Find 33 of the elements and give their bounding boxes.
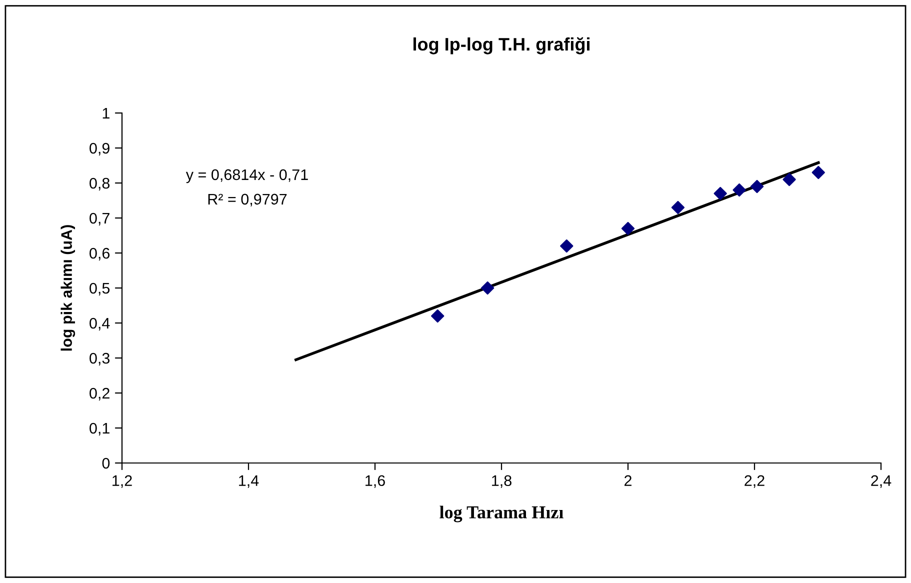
point: [431, 309, 444, 323]
x-tick-label: 2: [624, 475, 632, 486]
point: [621, 222, 635, 236]
annotation: R² = 0,9797: [208, 194, 287, 206]
y-tick-label: 0,9: [90, 142, 110, 156]
x-axis-title: log Tarama Hızı: [440, 506, 564, 522]
x-tick-label: 2,4: [871, 475, 892, 488]
chart-title: log Ip-log T.H. grafiği: [414, 37, 590, 54]
y-tick-label: 0,1: [90, 422, 110, 436]
y-tick-label: 0,3: [90, 352, 110, 366]
y-tick-label: 0,4: [90, 318, 110, 330]
y-tick-label: 0,2: [90, 388, 110, 400]
x-tick-label: 1,8: [492, 475, 512, 488]
y-axis-title: log pik akımı (uA): [60, 225, 76, 351]
x-tick-label: 1,6: [366, 475, 385, 488]
x-tick-label: 1,4: [239, 475, 259, 488]
point: [671, 200, 685, 214]
point: [782, 172, 796, 186]
point: [732, 183, 746, 197]
y-tick-label: 0,5: [90, 282, 110, 296]
y-tick-label: 0,7: [90, 212, 110, 226]
annotation: y = 0,6814x - 0,71: [186, 169, 308, 184]
point: [480, 281, 494, 295]
x-tick-label: 2,2: [744, 475, 764, 488]
x-tick-label: 1,2: [112, 475, 132, 488]
point: [750, 180, 764, 194]
y-tick-label: 0,8: [90, 178, 110, 190]
point: [812, 166, 825, 180]
y-tick-label: 0: [102, 458, 110, 469]
point: [560, 239, 574, 253]
point: [714, 186, 727, 200]
y-tick-label: 1: [102, 108, 110, 119]
y-tick-label: 0,6: [90, 248, 110, 260]
